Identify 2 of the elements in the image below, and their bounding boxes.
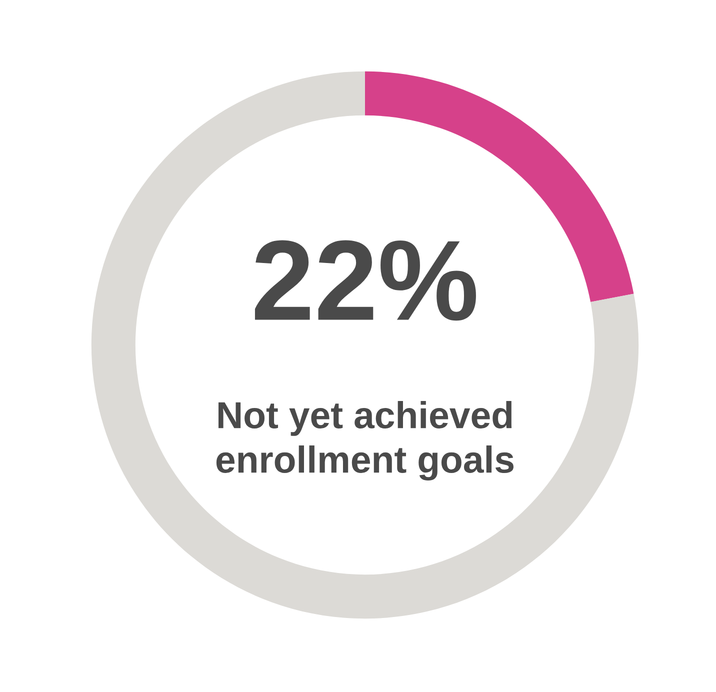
text: 22% bbox=[254, 240, 476, 321]
text: Not yet achieved enrollment goals bbox=[216, 400, 514, 481]
